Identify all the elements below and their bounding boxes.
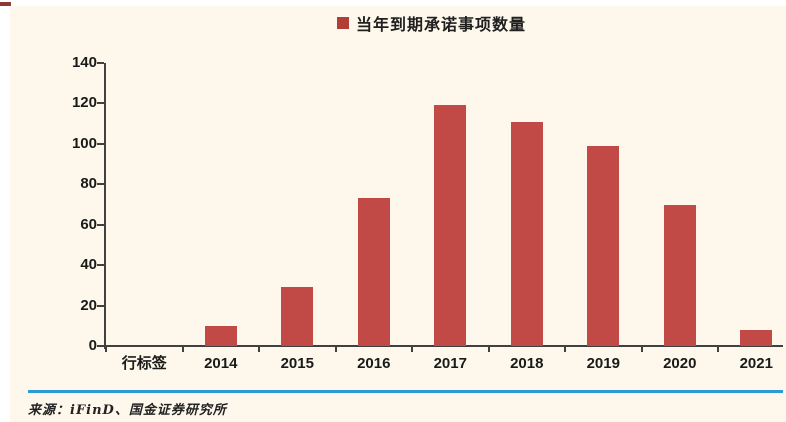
- y-tick-mark: [97, 223, 104, 226]
- legend-marker-swatch: [337, 17, 349, 29]
- y-tick-mark: [97, 183, 104, 186]
- y-tick-mark: [97, 102, 104, 105]
- x-axis-line: [104, 345, 783, 347]
- x-axis-tick-label: 2015: [280, 355, 314, 372]
- x-tick-mark: [640, 346, 643, 352]
- x-axis-tick-label: 行标签: [121, 355, 167, 372]
- y-axis-tick-label: 20: [80, 296, 97, 314]
- y-axis-tick-label: 40: [80, 256, 97, 274]
- bar: [587, 145, 620, 346]
- source-note: 来源：iFinD、国金证券研究所: [28, 403, 227, 418]
- bar: [281, 287, 314, 346]
- x-axis-tick-label: 2016: [357, 355, 391, 372]
- y-axis-tick-label: 100: [71, 134, 97, 152]
- y-axis-tick-label: 80: [80, 175, 97, 193]
- x-tick-mark: [564, 346, 566, 352]
- footer-divider: [28, 390, 783, 393]
- bar: [510, 121, 543, 346]
- y-axis-tick-label: 60: [80, 215, 97, 233]
- x-tick-mark: [717, 346, 719, 352]
- x-axis-tick-label: 2019: [586, 355, 620, 372]
- y-tick-mark: [97, 62, 104, 64]
- y-tick-mark: [97, 264, 104, 267]
- x-axis-tick-label: 2018: [510, 355, 544, 372]
- x-tick-mark: [181, 346, 184, 352]
- bar: [434, 105, 467, 346]
- x-tick-mark: [487, 346, 490, 352]
- x-tick-mark: [411, 346, 413, 352]
- y-tick-mark: [97, 345, 104, 347]
- corner-accent-dash: [0, 2, 11, 6]
- chart-panel: [10, 6, 786, 422]
- y-tick-mark: [97, 142, 104, 145]
- bar: [204, 325, 237, 346]
- bar: [663, 204, 696, 346]
- x-axis-tick-label: 2021: [739, 355, 773, 372]
- x-tick-mark: [334, 346, 337, 352]
- x-axis-tick-label: 2014: [204, 355, 238, 372]
- chart-legend: 当年到期承诺事项数量: [337, 14, 527, 34]
- bar: [740, 329, 773, 346]
- x-tick-mark: [258, 346, 260, 352]
- y-axis-tick-label: 120: [71, 94, 97, 112]
- x-tick-mark: [105, 346, 107, 352]
- x-axis-tick-label: 2020: [663, 355, 697, 372]
- bar: [357, 198, 390, 346]
- x-axis-tick-label: 2017: [433, 355, 467, 372]
- y-axis-tick-label: 0: [88, 337, 97, 354]
- y-axis-line: [104, 63, 106, 349]
- y-axis-tick-label: 140: [71, 54, 97, 71]
- legend-label: 当年到期承诺事项数量: [356, 17, 527, 34]
- y-tick-mark: [97, 304, 104, 307]
